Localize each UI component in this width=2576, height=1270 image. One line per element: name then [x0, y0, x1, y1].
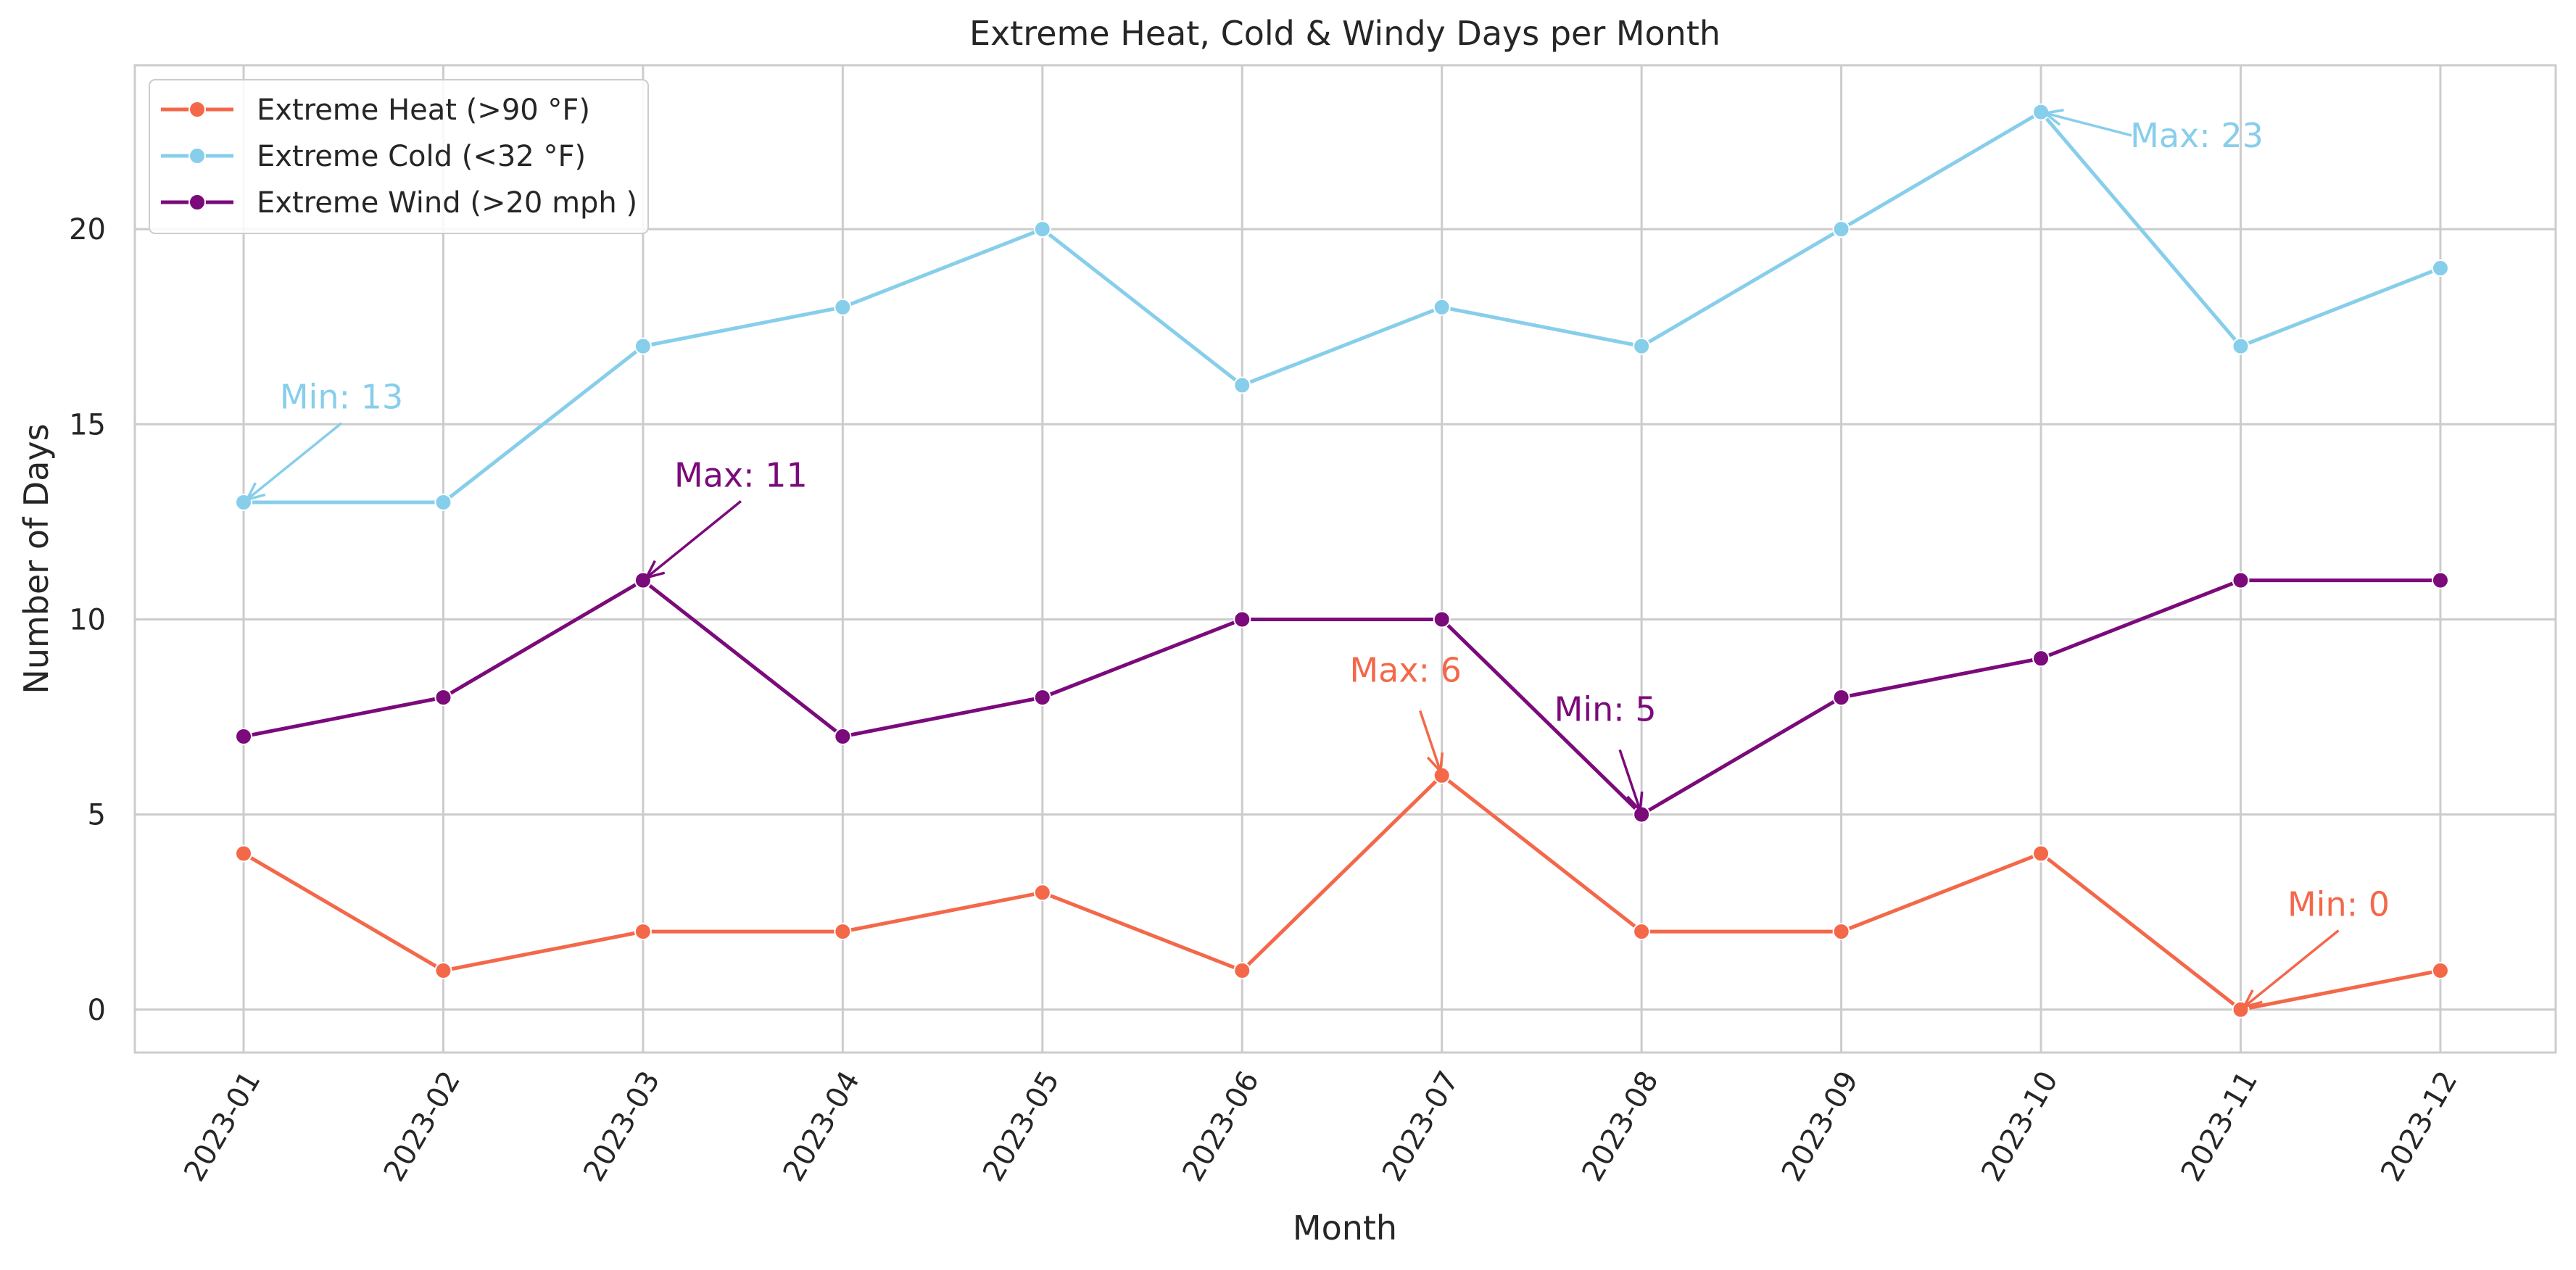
- data-point: [434, 689, 452, 707]
- series-layer: [235, 103, 2449, 1018]
- data-point: [1832, 923, 1850, 941]
- annotation: Min: 0: [2241, 885, 2390, 1009]
- annotation-text: Min: 5: [1554, 689, 1657, 729]
- annotation-arrowhead: [2241, 989, 2263, 1009]
- legend-label: Extreme Cold (<32 °F): [257, 140, 586, 173]
- data-point: [434, 493, 452, 511]
- data-point: [1633, 923, 1651, 941]
- annotation-arrowhead: [1426, 752, 1444, 775]
- legend-box: [149, 79, 649, 234]
- annotation-arrowhead: [244, 482, 266, 502]
- series-0: [235, 766, 2449, 1018]
- data-point: [434, 961, 452, 979]
- annotation: Min: 5: [1554, 689, 1657, 813]
- data-point: [1033, 220, 1051, 238]
- annotation: Max: 23: [2042, 109, 2264, 155]
- data-point: [634, 923, 652, 941]
- y-tick-label: 0: [88, 994, 106, 1027]
- series-line: [241, 578, 2443, 817]
- annotation-text: Max: 6: [1349, 651, 1462, 690]
- data-point: [235, 727, 252, 745]
- annotation-text: Min: 0: [2287, 885, 2390, 924]
- legend-entry: Extreme Cold (<32 °F): [161, 140, 586, 173]
- y-tick-label: 5: [88, 799, 106, 832]
- legend-entry: Extreme Heat (>90 °F): [161, 94, 590, 127]
- data-point: [634, 337, 652, 355]
- data-point: [2431, 961, 2449, 979]
- data-point: [1233, 610, 1251, 628]
- data-point: [1633, 337, 1651, 355]
- legend-marker: [189, 101, 206, 118]
- legend: Extreme Heat (>90 °F) Extreme Cold (<32 °…: [149, 79, 649, 234]
- data-point: [1832, 220, 1850, 238]
- plot-frame: [133, 64, 2557, 1054]
- annotation-arrowhead: [644, 560, 666, 580]
- series-line: [241, 110, 2443, 505]
- y-tick-label: 15: [69, 408, 106, 441]
- data-point: [1233, 961, 1251, 979]
- data-point: [1033, 884, 1051, 902]
- data-point: [2431, 259, 2449, 277]
- data-point: [2032, 649, 2050, 668]
- data-point: [1832, 689, 1850, 707]
- annotation-arrowhead: [1626, 791, 1644, 813]
- legend-marker: [189, 147, 206, 165]
- data-point: [2032, 844, 2050, 863]
- data-point: [834, 298, 852, 316]
- y-tick-labels: 0 5 10 15 20: [69, 213, 106, 1027]
- annotation-arrow: [246, 422, 343, 501]
- annotation-text: Max: 23: [2130, 116, 2264, 155]
- legend-label: Extreme Heat (>90 °F): [257, 94, 590, 127]
- annotation-text: Max: 11: [674, 455, 808, 494]
- y-tick-label: 20: [69, 213, 106, 246]
- annotation-arrow: [2243, 929, 2340, 1008]
- data-point: [1433, 298, 1451, 316]
- legend-entry: Extreme Wind (>20 mph ): [161, 186, 637, 220]
- chart-title: Extreme Heat, Cold & Windy Days per Mont…: [969, 14, 1720, 53]
- data-point: [2232, 571, 2250, 589]
- annotation-arrow: [1618, 749, 1641, 811]
- y-axis-label: Number of Days: [17, 423, 56, 694]
- data-point: [1233, 376, 1251, 394]
- annotations: Min: 13 Max: 23 Max: 11 Min: 5 Max: 6 Min: 0: [244, 109, 2390, 1009]
- annotation: Min: 13: [244, 378, 403, 502]
- annotation: Max: 6: [1349, 651, 1462, 775]
- data-point: [1433, 610, 1451, 628]
- annotation-arrow: [1419, 710, 1442, 772]
- legend-marker: [189, 194, 206, 211]
- x-axis-label: Month: [1293, 1208, 1397, 1248]
- data-point: [2431, 571, 2449, 589]
- annotation-arrow: [2045, 112, 2132, 137]
- data-point: [834, 923, 852, 941]
- annotation-text: Min: 13: [280, 378, 403, 417]
- y-tick-label: 10: [69, 603, 106, 636]
- annotation-arrow: [645, 500, 742, 579]
- data-point: [235, 844, 252, 863]
- series-line: [241, 773, 2443, 1012]
- data-point: [1033, 689, 1051, 707]
- legend-label: Extreme Wind (>20 mph ): [257, 186, 637, 220]
- data-point: [2232, 337, 2250, 355]
- data-point: [834, 727, 852, 745]
- annotation-arrowhead: [2042, 109, 2064, 126]
- annotation: Max: 11: [644, 455, 808, 580]
